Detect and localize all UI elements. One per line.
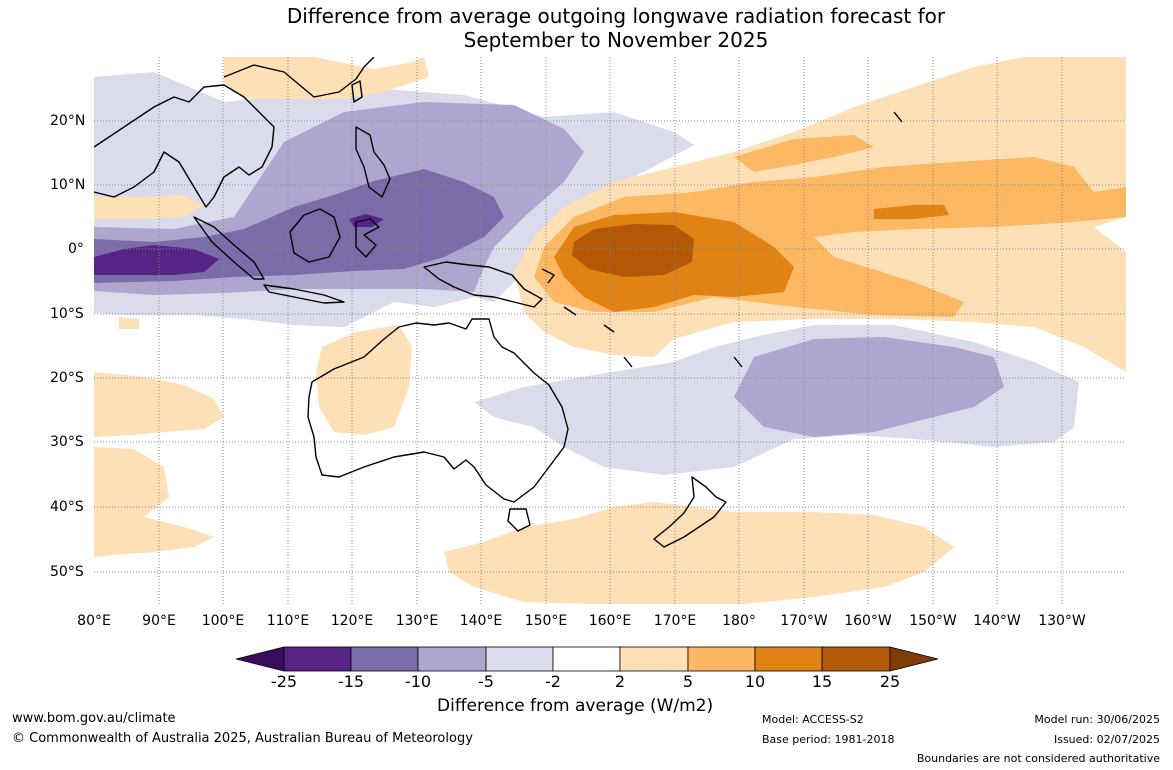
anomaly-p2-northwest: [94, 57, 429, 219]
coastline-australia: [307, 318, 569, 503]
map-title: Difference from average outgoing longwav…: [0, 4, 1173, 52]
colorbar-tick: 5: [682, 672, 694, 691]
website-link[interactable]: www.bom.gov.au/climate: [12, 711, 176, 726]
colorbar-tick: 25: [879, 672, 901, 691]
colorbar-tick: 10: [744, 672, 766, 691]
colorbar-segment-25-15: [283, 646, 352, 672]
coastlines: [94, 57, 903, 548]
colorbar: [236, 646, 938, 672]
anomaly-p2-indian-ocean: [94, 317, 224, 557]
anomaly-p2-tasman: [444, 502, 954, 604]
colorbar-segment-15-10: [350, 646, 419, 672]
coastline-taiwan: [351, 80, 363, 103]
x-tick-label: 180°: [722, 613, 756, 629]
coastline-tasmania: [507, 508, 531, 532]
colorbar-segment-15-25: [821, 646, 891, 672]
colorbar-tick: -25: [270, 672, 298, 691]
x-tick-label: 130°E: [395, 613, 439, 629]
colorbar-segment-above-25: [889, 646, 938, 672]
x-tick-label: 100°E: [201, 613, 245, 629]
coastline-sulawesi: [355, 218, 380, 258]
anomaly-n15-north: [94, 214, 384, 275]
y-tick-label: 50°S: [50, 564, 84, 580]
colorbar-segment-5-2: [485, 646, 554, 672]
x-tick-label: 110°E: [266, 613, 310, 629]
anomaly-p2-australia: [316, 325, 412, 435]
colorbar-segment-2-2: [552, 646, 621, 672]
y-tick-label: 10°N: [50, 177, 86, 193]
coastline-java: [263, 284, 345, 304]
colorbar-segment-10-5: [417, 646, 487, 672]
issued-date: Issued: 02/07/2025: [1053, 733, 1160, 746]
colorbar-tick: 15: [811, 672, 833, 691]
colorbar-segment-10-15: [754, 646, 823, 672]
coastline-sumatra: [193, 216, 265, 280]
colorbar-segment-2-5: [619, 646, 689, 672]
x-tick-label: 140°W: [973, 613, 1021, 629]
x-tick-label: 90°E: [142, 613, 176, 629]
coastline-new-guinea: [423, 261, 543, 308]
title-line-1: Difference from average outgoing longwav…: [286, 4, 946, 28]
coastline-philippines: [355, 126, 391, 198]
colorbar-segment-below-25: [236, 646, 285, 672]
x-tick-label: 150°E: [524, 613, 568, 629]
copyright-text: © Commonwealth of Australia 2025, Austra…: [12, 731, 473, 746]
base-period: Base period: 1981-2018: [762, 733, 895, 746]
x-tick-label: 130°W: [1038, 613, 1086, 629]
coastline-new-zealand: [653, 476, 727, 548]
y-tick-label: 20°S: [50, 370, 84, 386]
coastline-asia-mainland: [94, 84, 275, 208]
colorbar-tick: -2: [545, 672, 561, 691]
x-tick-label: 170°E: [653, 613, 697, 629]
x-tick-label: 80°E: [77, 613, 111, 629]
x-tick-label: 170°W: [780, 613, 828, 629]
anomaly-p15-pacific: [572, 224, 694, 277]
positive-anomaly-regions: [94, 57, 1126, 604]
olr-anomaly-map: [94, 57, 1126, 604]
anomaly-n5-south: [734, 337, 1004, 437]
x-tick-label: 160°W: [844, 613, 892, 629]
colorbar-segment-5-10: [687, 646, 756, 672]
colorbar-tick: -5: [478, 672, 494, 691]
coastline-china-coast: [223, 57, 375, 98]
x-tick-label: 150°W: [909, 613, 957, 629]
colorbar-tick: -10: [404, 672, 432, 691]
colorbar-label: Difference from average (W/m2): [437, 696, 714, 716]
coastline-islands-melanesia: [541, 111, 903, 368]
y-tick-label: 10°S: [50, 306, 84, 322]
title-line-2: September to November 2025: [463, 28, 769, 52]
y-tick-label: 20°N: [50, 113, 86, 129]
model-name: Model: ACCESS-S2: [762, 713, 864, 726]
model-run-date: Model run: 30/06/2025: [1034, 713, 1160, 726]
colorbar-tick: 2: [614, 672, 626, 691]
y-tick-label: 40°S: [50, 499, 84, 515]
x-tick-label: 120°E: [330, 613, 374, 629]
y-tick-label: 30°S: [50, 434, 84, 450]
x-tick-label: 140°E: [459, 613, 503, 629]
y-tick-label: 0°: [68, 241, 84, 257]
x-tick-label: 160°E: [588, 613, 632, 629]
map-graticule: [94, 57, 1126, 604]
map-canvas: [94, 57, 1126, 604]
coastline-borneo: [289, 208, 341, 263]
boundary-disclaimer: Boundaries are not considered authoritat…: [916, 752, 1160, 765]
colorbar-tick: -15: [337, 672, 365, 691]
